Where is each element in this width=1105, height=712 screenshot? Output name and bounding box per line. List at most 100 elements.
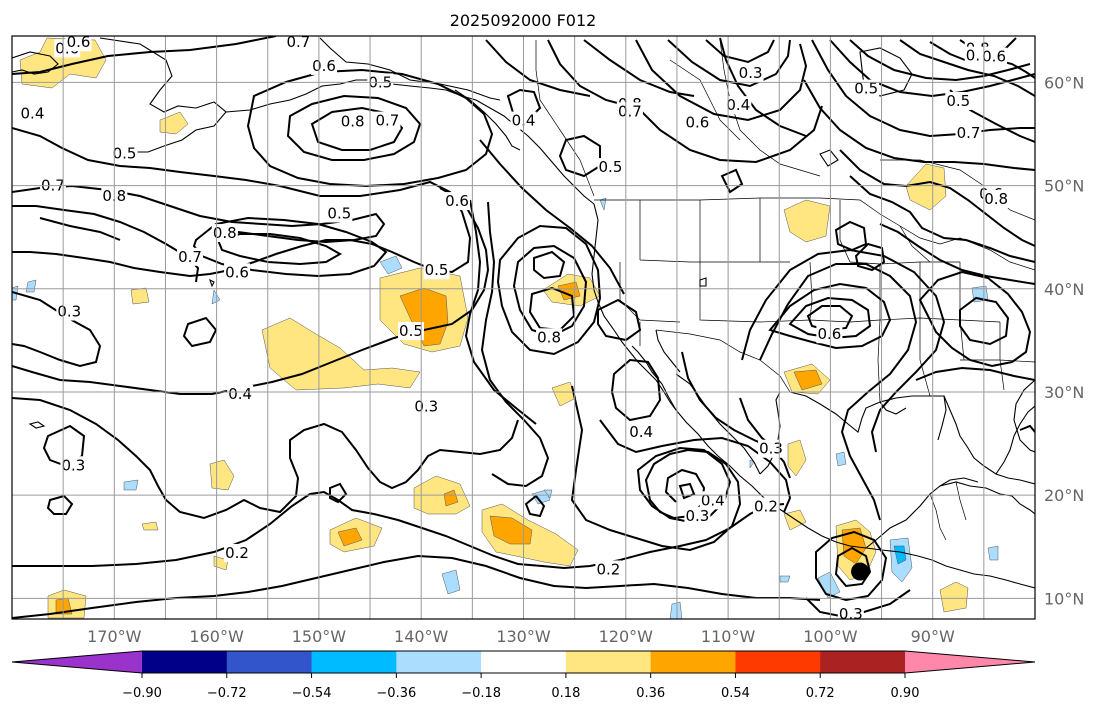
latitude-label: 60°N	[1044, 73, 1084, 92]
contour-label: 0.3	[739, 64, 763, 82]
contour-label-bg	[374, 111, 401, 130]
contour-label: 0.6	[445, 192, 469, 210]
contour-label-bg	[684, 506, 711, 525]
colorbar: −0.90 −0.72 −0.54 −0.36 −0.18 0.18 0.36 0.54 0.7…	[11, 650, 1036, 701]
longitude-label: 170°W	[87, 627, 142, 646]
contour-label-bg	[311, 56, 338, 75]
contour-label-bg	[536, 328, 563, 347]
longitude-label: 150°W	[292, 627, 347, 646]
map-frame	[11, 35, 1036, 620]
longitude-label: 160°W	[189, 627, 244, 646]
contour-label-bg	[853, 79, 880, 98]
latitude-label: 40°N	[1044, 280, 1084, 299]
contour-label: 0.4	[726, 96, 750, 114]
contour-label-bg	[19, 104, 46, 123]
longitude-label: 140°W	[394, 627, 449, 646]
contour-label-bg	[285, 36, 312, 52]
latitude-label: 10°N	[1044, 589, 1084, 608]
colorbar-tick-label: −0.72	[207, 686, 247, 701]
latitude-label: 50°N	[1044, 177, 1084, 196]
contour-label: 0.7	[957, 124, 981, 142]
colorbar-tick-label: 0.36	[636, 686, 665, 701]
latitude-label: 20°N	[1044, 486, 1084, 505]
contour-label: 0.7	[287, 33, 311, 51]
contour-label: 0.5	[599, 158, 623, 176]
contour-label-bg	[211, 224, 238, 243]
colorbar-bin	[820, 651, 906, 673]
contour-label: 0.2	[225, 544, 249, 562]
colorbar-tick-label: −0.54	[292, 686, 332, 701]
contour-label-bg	[177, 247, 204, 266]
colorbar-bin	[226, 651, 313, 673]
map-gridlines	[12, 36, 1035, 619]
contour-label: 0.7	[376, 112, 400, 130]
contour-label-bg	[725, 96, 752, 115]
contour-label-bg	[444, 192, 471, 211]
contour-label-bg	[758, 439, 785, 458]
latitude-labels: 60°N 50°N 40°N 30°N 20°N 10°N	[1044, 73, 1084, 608]
contour-label: 0.3	[57, 303, 81, 321]
contour-label: 0.8	[537, 328, 561, 346]
colorbar-bin	[396, 651, 482, 673]
colorbar-tick-label: −0.36	[376, 686, 416, 701]
contour-label: 0.3	[759, 440, 783, 458]
colorbar-bin	[481, 651, 567, 673]
colorbar-over-extension	[905, 651, 1035, 673]
contour-label-bg	[983, 190, 1010, 209]
map-title: 2025092000 F012	[450, 11, 597, 30]
contour-label: 0.5	[399, 322, 423, 340]
contour-label-bg	[227, 385, 254, 404]
contour-label-bg	[111, 144, 138, 163]
contour-label-bg	[981, 47, 1008, 66]
contour-label: 0.6	[817, 325, 841, 343]
contour-label-bg	[423, 261, 450, 280]
contour-label-bg	[837, 604, 864, 619]
contour-label-bg	[945, 92, 972, 111]
contour-label: 0.3	[414, 397, 438, 415]
contour-label-bg	[339, 112, 366, 131]
colorbar-bin	[142, 651, 228, 673]
contour-label: 0.4	[701, 491, 725, 509]
contour-label: 0.6	[685, 114, 709, 132]
contour-label: 0.4	[228, 385, 252, 403]
contour-label-bg	[397, 322, 424, 341]
longitude-label: 90°W	[911, 627, 955, 646]
contour-label: 0.3	[61, 456, 85, 474]
contour-label-bg	[60, 456, 87, 475]
contour-label-bg	[699, 491, 726, 510]
contour-label: 0.7	[178, 248, 202, 266]
longitude-label: 110°W	[701, 627, 756, 646]
colorbar-tick-label: 0.54	[721, 686, 750, 701]
contour-label: 0.8	[341, 113, 365, 131]
contour-label: 0.5	[113, 145, 137, 163]
storm-center-marker	[851, 562, 870, 581]
shaded-anomaly-fills	[12, 37, 999, 619]
colorbar-bin	[735, 651, 821, 673]
longitude-label: 130°W	[496, 627, 551, 646]
longitude-label: 120°W	[599, 627, 654, 646]
colorbar-tick-label: −0.90	[122, 686, 162, 701]
contour-label: 0.3	[839, 605, 863, 623]
colorbar-tick-label: −0.18	[461, 686, 501, 701]
contour-label: 0.6	[225, 263, 249, 281]
contour-label-bg	[616, 102, 643, 121]
contour-label: 0.3	[685, 507, 709, 525]
contour-label-bg	[326, 204, 353, 223]
contour-label: 0.2	[596, 560, 620, 578]
latitude-label: 30°N	[1044, 383, 1084, 402]
contour-label-bg	[955, 123, 982, 142]
colorbar-bin	[650, 651, 736, 673]
colorbar-bin	[311, 651, 397, 673]
colorbar-under-extension	[12, 651, 142, 673]
contour-label: 0.4	[629, 423, 653, 441]
contour-label: 0.7	[618, 102, 642, 120]
contour-label: 0.5	[425, 261, 449, 279]
colorbar-tick-label: 0.72	[806, 686, 835, 701]
contour-label-bg	[737, 64, 764, 83]
colorbar-tick-label: 0.18	[551, 686, 580, 701]
contour-label-bg	[595, 560, 622, 579]
contour-label: 0.2	[754, 498, 778, 516]
contour-label-bg	[684, 113, 711, 132]
longitude-labels: 170°W 160°W 150°W 140°W 130°W 120°W 110°W 100°W…	[87, 627, 955, 646]
contour-label: 0.4	[21, 104, 45, 122]
